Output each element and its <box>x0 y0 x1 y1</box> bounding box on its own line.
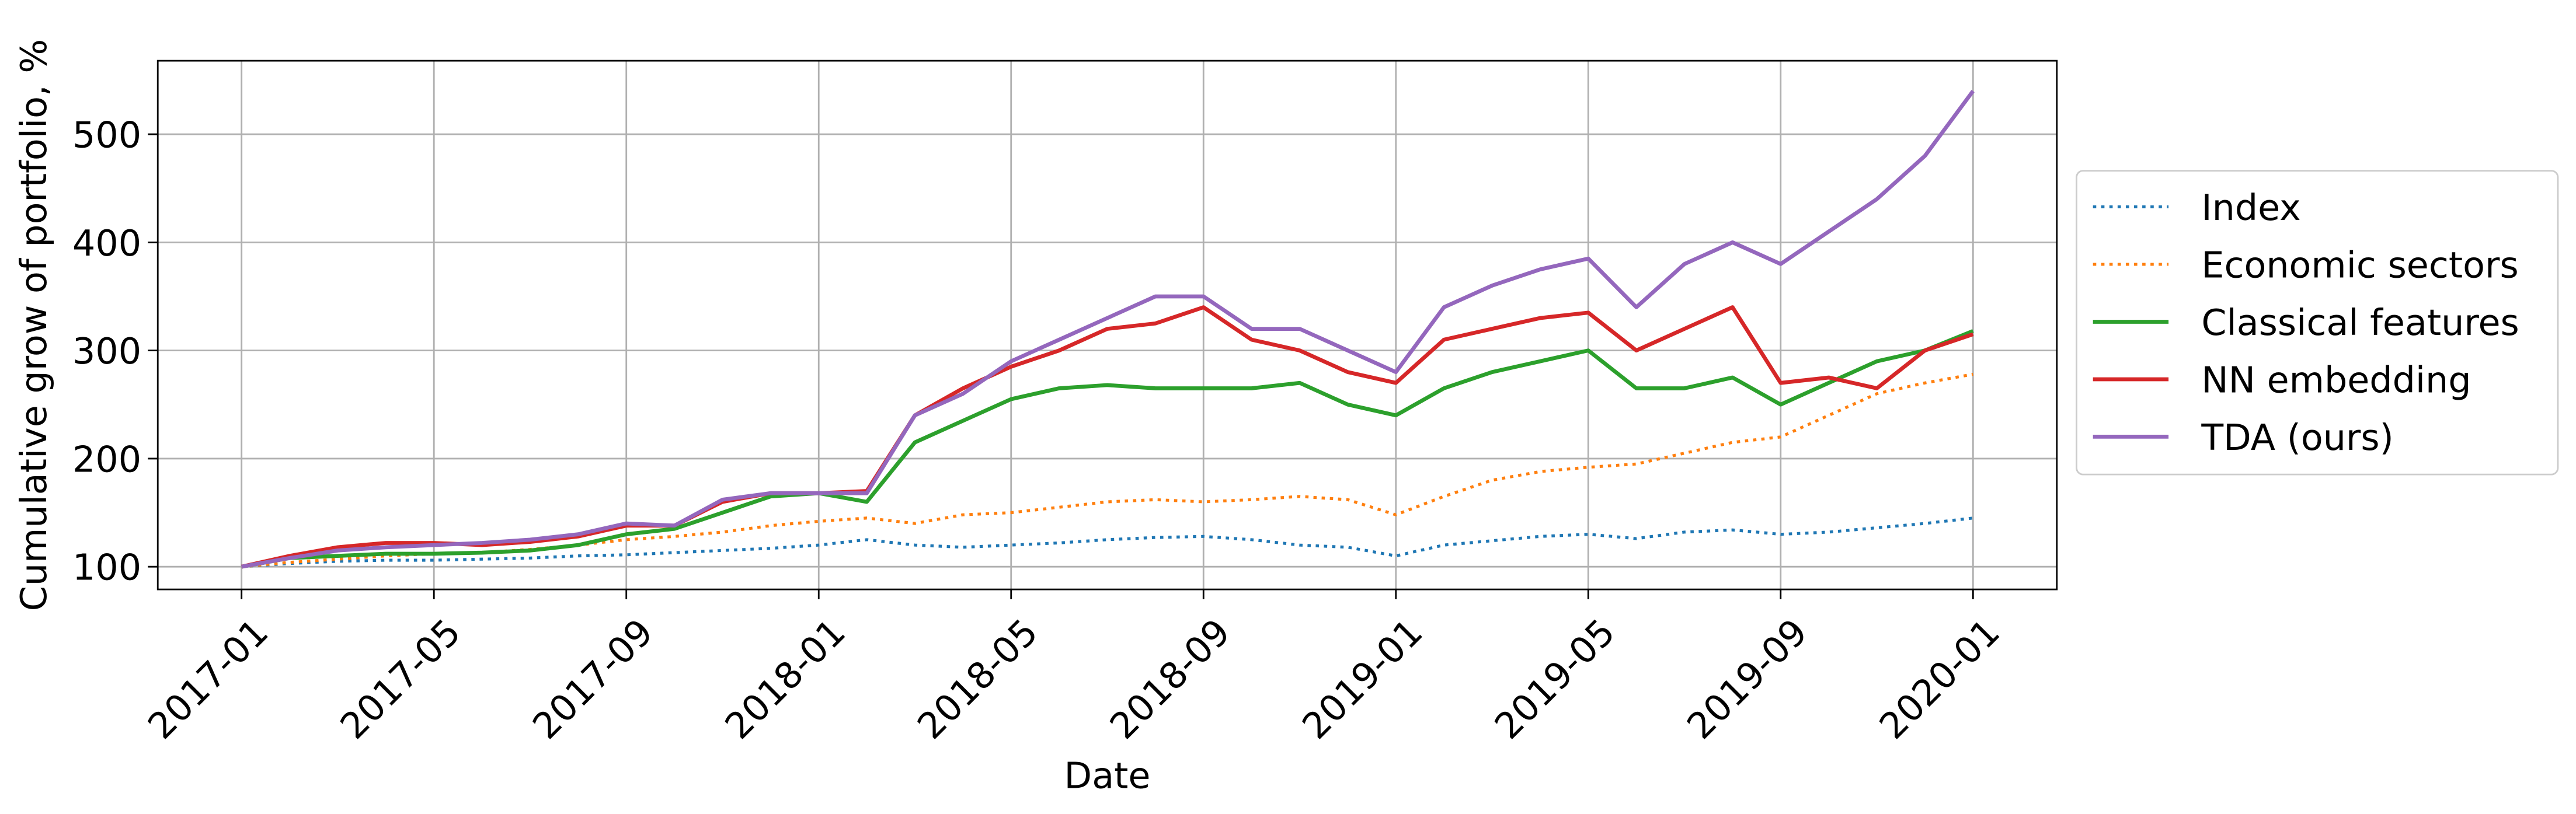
y-tick-label: 200 <box>72 438 141 480</box>
legend-label: Economic sectors <box>2201 244 2518 287</box>
legend-label: Classical features <box>2201 302 2519 344</box>
legend-label: NN embedding <box>2201 359 2471 401</box>
x-tick-label: 2020-01 <box>1871 611 2008 747</box>
series-line <box>241 89 1975 569</box>
x-tick-label: 2019-01 <box>1294 611 1431 747</box>
y-tick-label: 100 <box>72 547 141 589</box>
x-tick-label: 2018-05 <box>910 611 1046 747</box>
y-tick-label: 300 <box>72 330 141 372</box>
series-line <box>241 372 1973 568</box>
series-line <box>241 305 1974 569</box>
legend-label: TDA (ours) <box>2201 417 2393 459</box>
plot-frame <box>156 60 2058 591</box>
x-tick-label: 2017-01 <box>140 611 277 747</box>
y-tick-label: 500 <box>72 114 141 156</box>
x-tick-label: 2017-05 <box>332 611 469 747</box>
series-line <box>241 516 1973 568</box>
x-tick-label: 2019-09 <box>1679 611 1816 747</box>
legend-box <box>2076 170 2559 476</box>
legend-label: Index <box>2201 187 2300 229</box>
series-line <box>241 329 1974 569</box>
x-tick-label: 2017-09 <box>525 611 662 747</box>
x-axis-label: Date <box>1064 755 1151 797</box>
x-tick-label: 2018-09 <box>1102 611 1238 747</box>
y-tick-label: 400 <box>72 222 141 264</box>
y-axis-label: Cumulative grow of portfolio, % <box>13 39 55 611</box>
x-tick-label: 2018-01 <box>717 611 854 747</box>
x-tick-label: 2019-05 <box>1487 611 1623 747</box>
